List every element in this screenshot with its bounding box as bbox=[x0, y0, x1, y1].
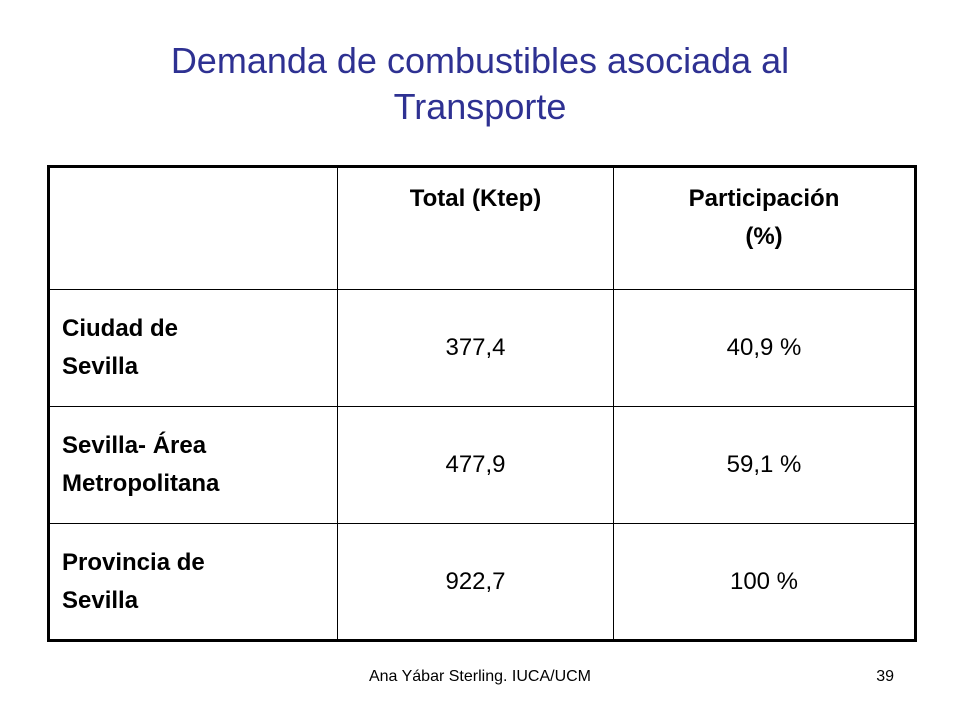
total-cell: 477,9 bbox=[337, 406, 614, 524]
title-line-1: Demanda de combustibles asociada al bbox=[170, 40, 790, 81]
footer-author: Ana Yábar Sterling. IUCA/UCM bbox=[368, 668, 591, 685]
header-share: Participación (%) bbox=[613, 166, 916, 290]
row-label-line-1: Ciudad de bbox=[62, 315, 179, 342]
table-row: Provincia de Sevilla 922,7 100 % bbox=[48, 523, 916, 641]
row-label-line-1: Provincia de bbox=[62, 548, 205, 576]
row-label-line-2: Sevilla bbox=[62, 353, 139, 380]
table-row: Ciudad de Sevilla 377,4 40,9 % bbox=[48, 289, 916, 407]
row-label: Ciudad de Sevilla bbox=[48, 289, 338, 407]
total-cell: 377,4 bbox=[337, 289, 614, 407]
table-header-row: Total (Ktep) Participación (%) bbox=[48, 166, 916, 290]
header-share-line-1: Participación bbox=[688, 185, 840, 212]
page-number: 39 bbox=[876, 668, 894, 685]
share-cell: 40,9 % bbox=[613, 289, 916, 407]
row-label-line-2: Sevilla bbox=[62, 586, 139, 614]
fuel-demand-table: Total (Ktep) Participación (%) Ciudad de… bbox=[47, 165, 917, 642]
slide-title: Demanda de combustibles asociada al Tran… bbox=[60, 38, 900, 130]
row-label: Provincia de Sevilla bbox=[48, 523, 338, 641]
share-cell: 100 % bbox=[613, 523, 916, 641]
header-empty-cell bbox=[48, 166, 338, 290]
row-label: Sevilla- Área Metropolitana bbox=[48, 406, 338, 524]
table-row: Sevilla- Área Metropolitana 477,9 59,1 % bbox=[48, 406, 916, 524]
row-label-line-1: Sevilla- Área bbox=[62, 432, 207, 459]
row-label-line-2: Metropolitana bbox=[62, 470, 220, 497]
total-cell: 922,7 bbox=[337, 523, 614, 641]
header-total: Total (Ktep) bbox=[337, 166, 614, 290]
share-cell: 59,1 % bbox=[613, 406, 916, 524]
header-share-line-2: (%) bbox=[745, 223, 783, 250]
title-line-2: Transporte bbox=[393, 86, 567, 127]
